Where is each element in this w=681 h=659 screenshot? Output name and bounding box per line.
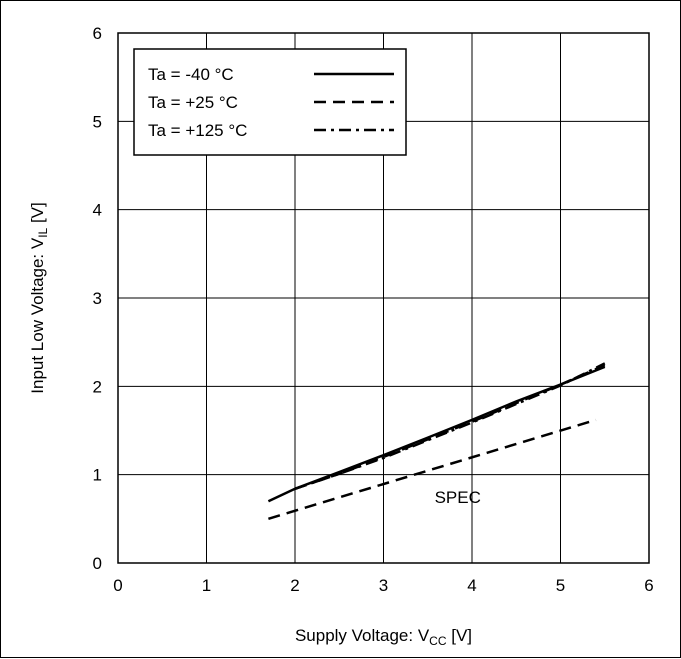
y-tick-label: 1 xyxy=(93,466,102,485)
legend-label-2: Ta = +125 °C xyxy=(148,121,247,140)
y-axis-label-main: Input Low Voltage: V xyxy=(28,237,47,394)
y-axis-label-sub: IL xyxy=(36,227,50,237)
y-axis-label: Input Low Voltage: VIL [V] xyxy=(28,202,50,393)
y-tick-label: 6 xyxy=(93,24,102,43)
plot-area xyxy=(117,32,650,564)
x-axis-label-sub: CC xyxy=(429,634,447,648)
y-tick-label: 5 xyxy=(93,112,102,131)
tick-labels: 0 1 2 3 4 5 6 0 1 2 3 4 5 6 xyxy=(93,24,654,595)
spec-annotation: SPEC xyxy=(435,488,481,507)
y-axis-label-unit: [V] xyxy=(28,202,47,228)
legend: Ta = -40 °C Ta = +25 °C Ta = +125 °C xyxy=(133,48,407,156)
x-tick-label: 1 xyxy=(202,576,211,595)
series-lines xyxy=(267,362,606,520)
y-tick-label: 4 xyxy=(93,201,102,220)
y-tick-label: 2 xyxy=(93,377,102,396)
series-line-2 xyxy=(294,362,606,490)
y-tick-label: 3 xyxy=(93,289,102,308)
x-tick-label: 6 xyxy=(644,576,653,595)
x-axis-label-main: Supply Voltage: V xyxy=(295,626,430,645)
x-tick-label: 2 xyxy=(290,576,299,595)
x-tick-label: 4 xyxy=(467,576,476,595)
legend-label-0: Ta = -40 °C xyxy=(148,65,234,84)
x-tick-label: 0 xyxy=(113,576,122,595)
legend-label-1: Ta = +25 °C xyxy=(148,93,238,112)
x-axis-label-unit: [V] xyxy=(447,626,473,645)
x-tick-label: 5 xyxy=(556,576,565,595)
series-line-3 xyxy=(268,418,597,520)
x-axis-label: Supply Voltage: VCC [V] xyxy=(295,626,472,648)
x-tick-label: 3 xyxy=(379,576,388,595)
y-tick-label: 0 xyxy=(93,554,102,573)
